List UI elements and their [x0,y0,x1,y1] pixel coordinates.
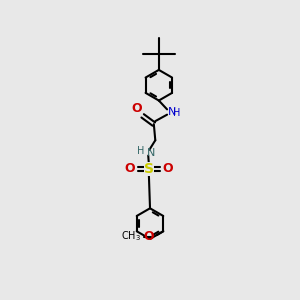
Text: O: O [144,230,154,243]
Text: O: O [131,102,142,115]
Text: N: N [147,148,155,158]
Text: H: H [173,108,181,118]
Text: CH$_3$: CH$_3$ [122,230,142,244]
Text: N: N [168,107,177,117]
Text: O: O [125,162,135,175]
Text: H: H [137,146,145,157]
Text: S: S [144,162,154,176]
Text: O: O [162,162,173,175]
